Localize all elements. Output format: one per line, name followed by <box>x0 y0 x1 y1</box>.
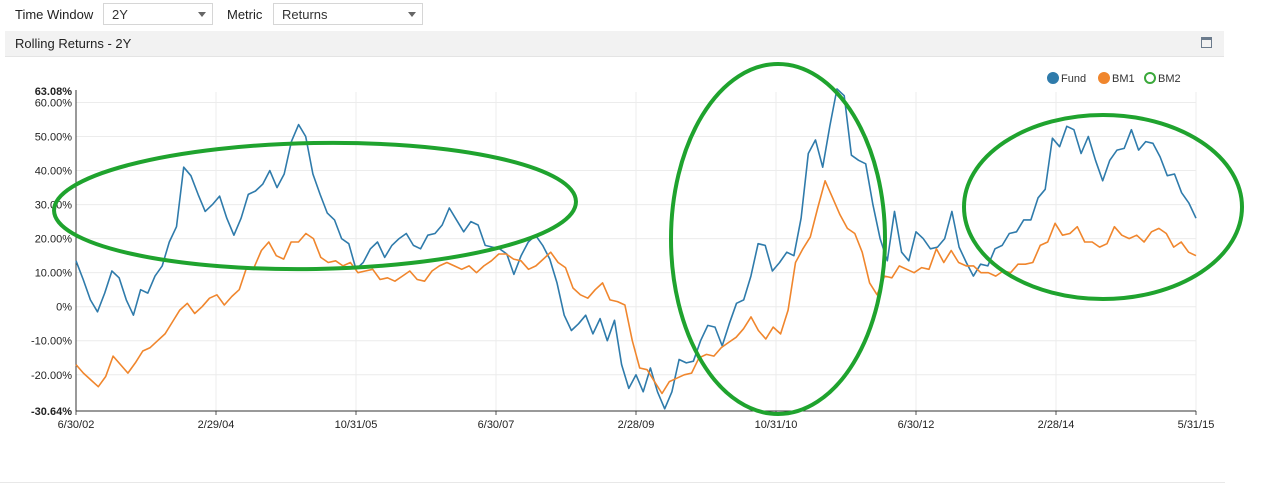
chevron-down-icon <box>408 12 416 17</box>
y-tick-label: -20.00% <box>31 370 72 382</box>
x-tick-label: 10/31/05 <box>335 419 378 431</box>
x-tick-label: 6/30/12 <box>898 419 935 431</box>
y-tick-label: 10.00% <box>35 268 73 280</box>
metric-label: Metric <box>227 7 263 22</box>
y-tick-label: 60.00% <box>35 97 73 109</box>
chevron-down-icon <box>198 12 206 17</box>
chart-annotations <box>52 62 1244 416</box>
highlight-ellipse-middle <box>669 62 887 416</box>
highlight-ellipse-left <box>52 140 578 272</box>
metric-value: Returns <box>282 7 328 22</box>
legend-marker-fund <box>1047 72 1059 84</box>
x-tick-label: 6/30/07 <box>478 419 515 431</box>
time-window-label: Time Window <box>15 7 94 22</box>
y-tick-label: 50.00% <box>35 132 73 144</box>
chart-axes: -20.00%-10.00%0%10.00%20.00%30.00%40.00%… <box>31 86 1214 431</box>
bottom-divider <box>0 482 1225 483</box>
metric-select[interactable]: Returns <box>273 3 423 25</box>
series-line-fund <box>75 88 1197 410</box>
controls-bar: Time Window 2Y Metric Returns <box>0 0 1265 30</box>
x-tick-label: 2/29/04 <box>198 419 235 431</box>
chart-series <box>75 88 1197 410</box>
x-tick-label: 6/30/02 <box>58 419 95 431</box>
x-tick-label: 5/31/15 <box>1178 419 1215 431</box>
x-tick-label: 10/31/10 <box>755 419 798 431</box>
legend-label-bm2: BM2 <box>1158 73 1181 85</box>
y-tick-label: 20.00% <box>35 234 73 246</box>
panel-header: Rolling Returns - 2Y <box>5 31 1224 57</box>
maximize-icon[interactable] <box>1201 37 1212 48</box>
chart-legend: Fund BM1 BM2 <box>1047 72 1181 85</box>
series-line-bm1 <box>75 180 1197 395</box>
y-tick-label: -10.00% <box>31 336 72 348</box>
time-window-select[interactable]: 2Y <box>103 3 213 25</box>
y-max-label: 63.08% <box>35 86 73 98</box>
legend-marker-bm2 <box>1144 72 1156 84</box>
legend-label-bm1: BM1 <box>1112 73 1135 85</box>
highlight-ellipse-right <box>962 113 1244 301</box>
legend-marker-bm1 <box>1098 72 1110 84</box>
y-tick-label: 0% <box>56 302 72 314</box>
chart-grid <box>75 92 1197 411</box>
x-tick-label: 2/28/14 <box>1038 419 1075 431</box>
legend-label-fund: Fund <box>1061 73 1086 85</box>
y-tick-label: 40.00% <box>35 166 73 178</box>
time-window-value: 2Y <box>112 7 128 22</box>
panel-title: Rolling Returns - 2Y <box>15 36 132 51</box>
x-tick-label: 2/28/09 <box>618 419 655 431</box>
y-min-label: -30.64% <box>31 406 72 418</box>
